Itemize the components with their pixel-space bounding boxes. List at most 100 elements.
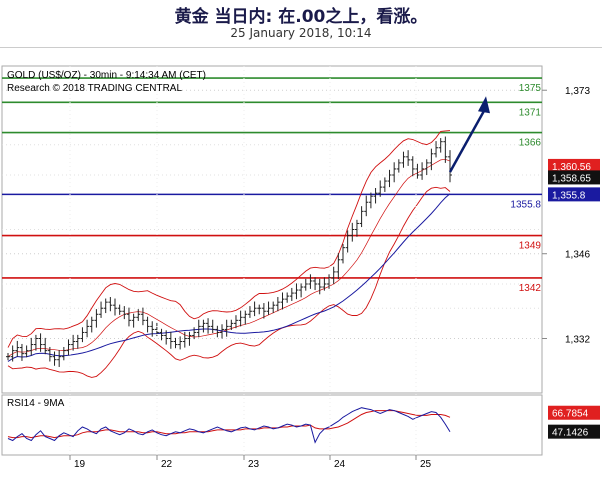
candle xyxy=(359,206,364,228)
candle xyxy=(327,274,332,289)
candle xyxy=(154,322,159,337)
candle xyxy=(29,337,34,356)
candle xyxy=(19,343,24,361)
price-tag-box xyxy=(548,158,600,173)
candle xyxy=(415,163,420,179)
price-tag-box xyxy=(548,187,600,202)
candle xyxy=(303,278,308,291)
candle xyxy=(271,301,276,314)
candle xyxy=(382,177,387,192)
candle xyxy=(224,319,229,337)
rsi-ma-line xyxy=(7,410,451,439)
candle xyxy=(420,162,425,180)
candle xyxy=(443,136,448,163)
candle xyxy=(313,277,318,291)
lower-band xyxy=(7,186,451,378)
candle xyxy=(434,141,439,158)
candle xyxy=(229,319,234,331)
bollinger-bands xyxy=(7,130,451,378)
price-tag-label: 1,358.65 xyxy=(552,173,591,184)
candle xyxy=(373,188,378,204)
price-tag-label: 1,355.8 xyxy=(552,190,586,201)
level-label: 1355.8 xyxy=(510,199,541,210)
header-divider xyxy=(0,47,602,48)
candle xyxy=(275,297,280,312)
candle xyxy=(410,156,415,177)
price-tags: 1,360.561,358.65 1,355.8 xyxy=(548,158,600,202)
candle xyxy=(243,310,248,325)
level-label: 1375 xyxy=(519,83,542,94)
candle xyxy=(122,306,127,320)
candle xyxy=(429,148,434,171)
candle xyxy=(322,277,327,291)
candle xyxy=(220,324,225,339)
candle xyxy=(136,309,141,321)
candle xyxy=(85,319,90,338)
x-tick-label: 19 xyxy=(74,459,86,470)
trend-arrow xyxy=(448,96,490,173)
candle xyxy=(6,353,10,361)
candle xyxy=(52,351,57,366)
research-label: Research © 2018 TRADING CENTRAL xyxy=(7,83,182,94)
candle xyxy=(364,195,369,217)
price-tag-box xyxy=(548,170,600,185)
level-label: 1342 xyxy=(519,283,542,294)
candle xyxy=(182,331,187,348)
candle xyxy=(392,162,397,183)
candle xyxy=(354,219,359,237)
rsi-tag-label: 66.7854 xyxy=(552,409,589,420)
chart-date: 25 January 2018, 10:14 xyxy=(230,26,372,40)
candle xyxy=(401,151,406,168)
candle xyxy=(178,336,183,350)
upper-band xyxy=(7,130,451,348)
rsi-tag-box xyxy=(548,424,600,439)
y-tick-label: 1,373 xyxy=(565,86,590,97)
x-tick-label: 23 xyxy=(248,459,260,470)
candle xyxy=(108,297,113,312)
candle xyxy=(285,292,290,303)
x-tick-label: 22 xyxy=(161,459,173,470)
candle xyxy=(196,319,201,338)
candle xyxy=(75,334,80,349)
main-panel-frame xyxy=(1,65,543,394)
candle xyxy=(57,350,62,367)
rsi-label: RSI14 - 9MA xyxy=(7,398,65,409)
candle xyxy=(331,266,336,284)
candles xyxy=(6,136,452,367)
candle xyxy=(131,313,136,328)
candle xyxy=(80,327,85,343)
candle xyxy=(117,304,122,315)
candle xyxy=(438,138,443,153)
candle xyxy=(173,337,178,349)
candle xyxy=(448,150,452,183)
candle xyxy=(280,292,285,310)
level-label: 1366 xyxy=(519,138,542,149)
candle xyxy=(24,345,29,358)
candle xyxy=(247,306,252,318)
candle xyxy=(201,319,206,333)
candle xyxy=(387,169,392,188)
candle xyxy=(340,244,345,264)
candle xyxy=(299,283,304,298)
price-tag-label: 1,360.56 xyxy=(552,162,591,173)
candle xyxy=(294,283,299,300)
candle xyxy=(99,301,104,318)
y-tick-label: 1,346 xyxy=(565,250,590,261)
candle xyxy=(192,327,197,340)
candle xyxy=(33,334,38,351)
candle xyxy=(10,345,15,362)
level-label: 1349 xyxy=(519,241,542,252)
candle xyxy=(159,328,164,341)
rsi-tag-label: 47.1426 xyxy=(552,428,589,439)
candle xyxy=(336,253,341,280)
candle xyxy=(266,301,271,315)
candle xyxy=(252,301,257,317)
y-axis: 1,332 1,346 1,373 xyxy=(542,86,590,346)
candle xyxy=(113,298,118,316)
level-label: 1371 xyxy=(519,107,542,118)
candle xyxy=(233,315,238,329)
rsi-line xyxy=(7,407,451,444)
candle xyxy=(61,346,66,361)
candle xyxy=(289,287,294,301)
